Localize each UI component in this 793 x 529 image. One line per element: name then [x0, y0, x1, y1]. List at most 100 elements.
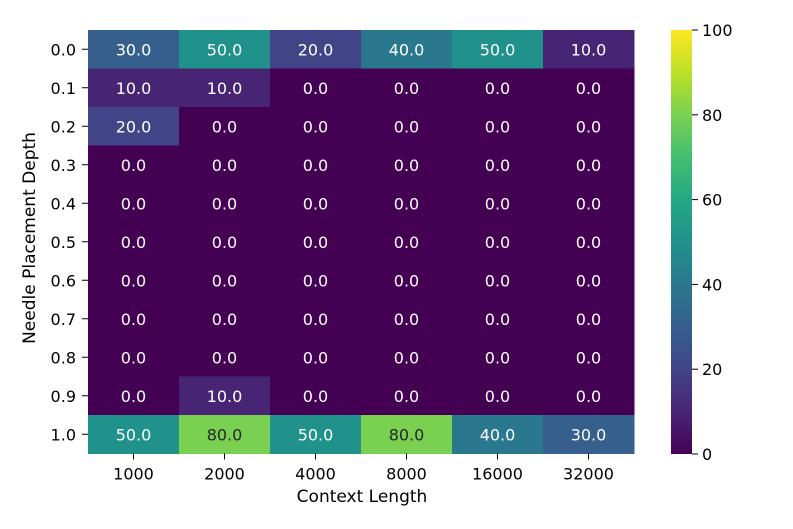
- cell-value-label: 0.0: [212, 156, 237, 175]
- x-tick-label: 2000: [204, 465, 245, 484]
- cell-value-label: 0.0: [394, 271, 419, 290]
- heatmap-cell: [452, 107, 544, 146]
- heatmap-cell: [452, 68, 544, 108]
- heatmap-cell: [270, 184, 362, 223]
- x-tick-label: 16000: [472, 465, 523, 484]
- colorbar-axis: 0 20 40 60 80 100: [692, 21, 733, 464]
- heatmap-cell: [543, 415, 635, 454]
- cell-value-label: 0.0: [576, 117, 601, 136]
- heatmap-cell: [543, 107, 635, 146]
- cell-value-label: 0.0: [485, 233, 510, 252]
- heatmap-cell: [179, 145, 271, 185]
- cell-value-label: 0.0: [121, 156, 146, 175]
- heatmap-cell: [361, 299, 453, 339]
- heatmap-cell: [88, 261, 180, 300]
- cell-value-label: 10.0: [207, 79, 243, 98]
- heatmap-cell: [452, 338, 544, 377]
- cell-value-label: 0.0: [576, 79, 601, 98]
- y-axis-label: Needle Placement Depth: [20, 132, 40, 344]
- cell-value-label: 0.0: [394, 117, 419, 136]
- cell-value-label: 0.0: [303, 310, 328, 329]
- y-tick-label: 0.1: [51, 79, 76, 98]
- heatmap-cell: [88, 376, 180, 416]
- heatmap-cell: [88, 107, 180, 146]
- cell-value-label: 50.0: [207, 40, 243, 59]
- cell-value-label: 30.0: [116, 40, 152, 59]
- cell-value-label: 30.0: [571, 425, 607, 444]
- cell-value-label: 0.0: [303, 79, 328, 98]
- heatmap-cell: [179, 68, 271, 108]
- heatmap-cell: [452, 30, 544, 69]
- heatmap-cell: [361, 30, 453, 69]
- cell-value-label: 0.0: [576, 194, 601, 213]
- heatmap-cell: [179, 261, 271, 300]
- cell-value-label: 0.0: [485, 387, 510, 406]
- heatmap-cell: [88, 68, 180, 108]
- heatmap-cell: [543, 299, 635, 339]
- cell-value-label: 50.0: [298, 425, 334, 444]
- heatmap-cell: [270, 222, 362, 262]
- cell-value-label: 0.0: [485, 310, 510, 329]
- heatmap-cell: [543, 261, 635, 300]
- heatmap-cell: [543, 68, 635, 108]
- heatmap-cells: [88, 30, 635, 454]
- heatmap-cell: [543, 376, 635, 416]
- cell-value-label: 10.0: [571, 40, 607, 59]
- colorbar-tick-label: 20: [702, 360, 722, 379]
- heatmap-cell: [543, 145, 635, 185]
- cell-value-label: 0.0: [303, 271, 328, 290]
- colorbar: [671, 30, 692, 454]
- cell-value-label: 0.0: [485, 348, 510, 367]
- cell-value-label: 0.0: [212, 233, 237, 252]
- heatmap-cell: [179, 107, 271, 146]
- heatmap-cell: [179, 415, 271, 454]
- cell-value-label: 0.0: [121, 233, 146, 252]
- cell-value-label: 0.0: [303, 156, 328, 175]
- cell-value-label: 0.0: [121, 310, 146, 329]
- x-tick-label: 4000: [295, 465, 336, 484]
- heatmap-cell: [88, 222, 180, 262]
- heatmap-cell: [452, 184, 544, 223]
- cell-value-label: 0.0: [394, 194, 419, 213]
- heatmap-cell: [270, 261, 362, 300]
- cell-value-label: 0.0: [212, 194, 237, 213]
- x-axis-label: Context Length: [297, 487, 428, 507]
- cell-value-label: 0.0: [576, 233, 601, 252]
- heatmap-cell: [270, 107, 362, 146]
- heatmap-cell: [543, 222, 635, 262]
- y-tick-label: 0.7: [51, 310, 76, 329]
- x-tick-label: 8000: [386, 465, 427, 484]
- heatmap-cell: [179, 184, 271, 223]
- heatmap-cell: [270, 68, 362, 108]
- heatmap-cell: [270, 415, 362, 454]
- x-tick-label: 32000: [563, 465, 614, 484]
- heatmap-cell: [179, 222, 271, 262]
- heatmap-cell: [361, 261, 453, 300]
- cell-value-label: 80.0: [207, 425, 243, 444]
- cell-value-label: 0.0: [576, 348, 601, 367]
- heatmap-cell: [543, 338, 635, 377]
- heatmap-cell: [361, 184, 453, 223]
- heatmap-cell: [361, 338, 453, 377]
- y-tick-label: 0.0: [51, 40, 76, 59]
- heatmap-cell: [361, 68, 453, 108]
- cell-value-label: 0.0: [485, 194, 510, 213]
- cell-value-label: 0.0: [394, 387, 419, 406]
- cell-value-label: 0.0: [212, 348, 237, 367]
- y-axis: 0.0 0.1 0.2 0.3 0.4 0.5 0.6 0.7 0.8 0.9 1.0: [51, 40, 88, 444]
- cell-value-label: 0.0: [576, 156, 601, 175]
- cell-value-label: 10.0: [116, 79, 152, 98]
- heatmap-cell: [179, 30, 271, 69]
- cell-value-label: 0.0: [212, 117, 237, 136]
- cell-value-label: 20.0: [298, 40, 334, 59]
- cell-value-label: 0.0: [394, 310, 419, 329]
- cell-value-label: 0.0: [121, 387, 146, 406]
- heatmap-cell: [88, 299, 180, 339]
- heatmap-cell: [452, 299, 544, 339]
- cell-value-label: 10.0: [207, 387, 243, 406]
- cell-value-label: 20.0: [116, 117, 152, 136]
- heatmap-cell: [179, 376, 271, 416]
- heatmap-cell: [88, 338, 180, 377]
- cell-value-label: 0.0: [303, 117, 328, 136]
- cell-value-label: 0.0: [485, 79, 510, 98]
